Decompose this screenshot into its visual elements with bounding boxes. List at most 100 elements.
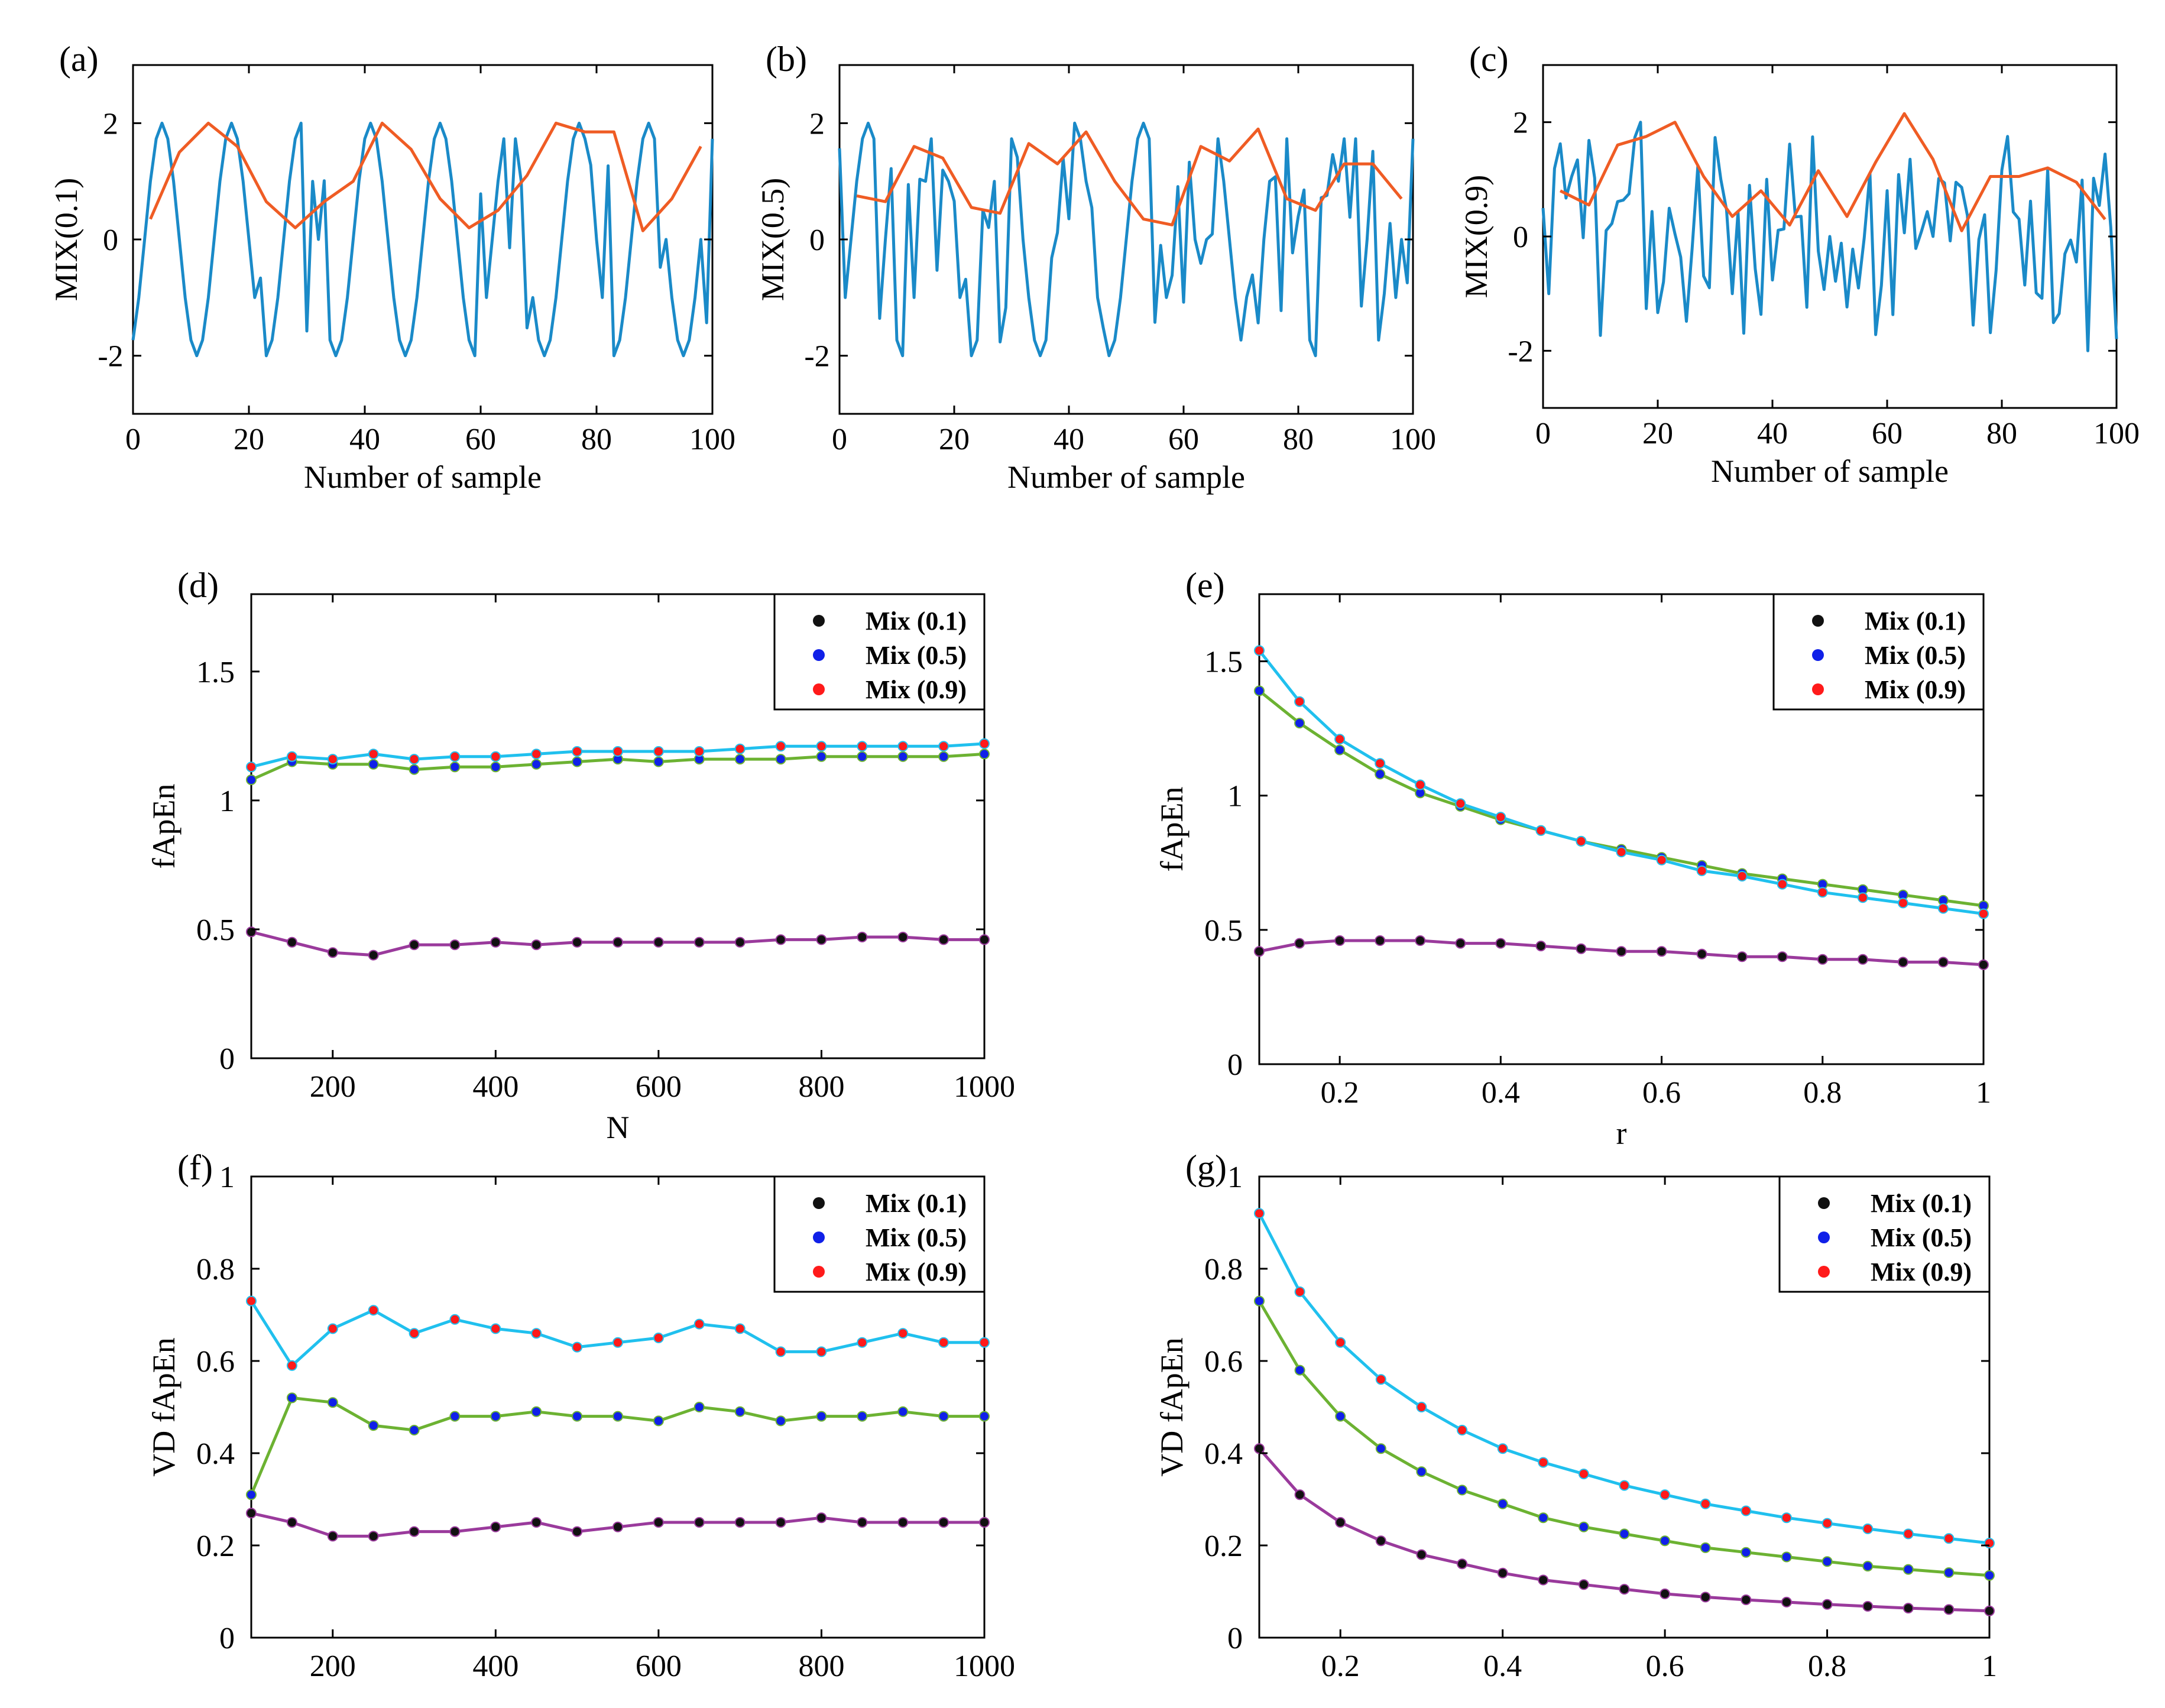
data-point-1 [1335, 1517, 1346, 1528]
panel-label: (d) [177, 566, 219, 605]
data-point-1 [327, 1531, 338, 1542]
data-point-3 [938, 741, 949, 752]
x-tick-label: 200 [310, 1649, 356, 1683]
legend: Mix (0.1) Mix (0.5) Mix (0.9) [1772, 593, 1985, 711]
x-tick-label: 100 [2093, 417, 2140, 451]
data-point-2 [409, 1425, 420, 1435]
y-tick-label: -2 [804, 340, 829, 374]
y-tick-label: 0 [1227, 1048, 1243, 1082]
data-point-1 [1375, 1535, 1386, 1547]
data-point-2 [1335, 1411, 1346, 1422]
panel-a: 0 20 40 60 80 100 -2 0 2 Number of sample MIX(0.1)… [48, 40, 735, 495]
data-point-2 [572, 1411, 583, 1422]
legend-entry-3: Mix (0.9) [866, 1257, 967, 1286]
x-axis-label: N [607, 1110, 630, 1145]
data-point-2 [1903, 1564, 1914, 1575]
data-point-2 [775, 754, 786, 765]
data-point-2 [1984, 1570, 1995, 1581]
panel-label: (f) [177, 1148, 213, 1187]
data-point-2 [531, 759, 542, 770]
x-tick-label: 800 [798, 1649, 844, 1683]
data-point-3 [938, 1337, 949, 1348]
y-tick-label: 1 [1227, 1161, 1243, 1194]
x-tick-label: 0 [832, 423, 847, 456]
x-tick-label: 0 [1535, 417, 1551, 451]
data-point-1 [1937, 957, 1949, 968]
y-tick-label: 2 [809, 107, 825, 141]
x-tick-label: 600 [636, 1070, 682, 1104]
data-point-1 [857, 1517, 868, 1528]
data-point-3 [1817, 887, 1828, 898]
data-point-2 [775, 1415, 786, 1427]
data-point-1 [286, 936, 297, 948]
data-point-2 [857, 1411, 868, 1422]
x-tick-label: 0.8 [1803, 1076, 1842, 1110]
data-point-1 [653, 1517, 664, 1528]
data-point-1 [1741, 1594, 1752, 1605]
y-tick-label: 0 [219, 1622, 235, 1655]
legend-entry-2: Mix (0.5) [1865, 641, 1966, 670]
data-point-3 [979, 738, 990, 749]
x-tick-label: 600 [636, 1649, 682, 1683]
data-point-1 [1455, 938, 1466, 949]
data-point-1 [1984, 1605, 1995, 1616]
x-tick-label: 0 [125, 423, 141, 456]
x-axis-label: Number of sample [304, 459, 542, 495]
data-point-1 [1862, 1601, 1874, 1612]
data-point-1 [572, 1526, 583, 1537]
data-point-3 [490, 751, 501, 762]
data-point-3 [531, 1328, 542, 1339]
y-tick-label: 0.2 [1204, 1529, 1243, 1563]
data-point-2 [1943, 1567, 1955, 1578]
y-tick-label: 1.5 [196, 656, 235, 689]
data-point-1 [368, 949, 379, 961]
data-point-2 [897, 1406, 909, 1417]
data-point-2 [816, 1411, 827, 1422]
data-point-3 [1375, 1374, 1386, 1385]
data-point-1 [1497, 1567, 1508, 1579]
legend-entry-3: Mix (0.9) [1865, 675, 1966, 704]
y-tick-label: 2 [1513, 106, 1528, 140]
legend-marker-1 [1812, 615, 1824, 627]
data-point-1 [572, 936, 583, 948]
data-point-2 [1457, 1485, 1468, 1496]
data-point-1 [1777, 951, 1788, 962]
x-tick-label: 40 [1757, 417, 1788, 451]
x-tick-label: 0.6 [1646, 1649, 1684, 1683]
data-point-3 [1897, 897, 1908, 909]
x-tick-label: 1000 [954, 1070, 1015, 1104]
data-point-3 [1254, 1208, 1265, 1219]
data-point-1 [449, 1526, 461, 1537]
data-point-1 [1736, 951, 1748, 962]
data-point-2 [1375, 1443, 1386, 1454]
legend-entry-1: Mix (0.1) [1865, 607, 1966, 636]
data-point-3 [1576, 835, 1587, 847]
legend-box [773, 1175, 986, 1293]
x-tick-label: 20 [1642, 417, 1673, 451]
x-tick-label: 400 [472, 1070, 518, 1104]
legend-marker-2 [813, 1231, 825, 1243]
data-point-2 [1254, 685, 1265, 696]
data-point-1 [1817, 954, 1828, 965]
y-tick-label: 0.2 [196, 1529, 235, 1563]
data-point-1 [1619, 1584, 1630, 1595]
data-point-2 [246, 1489, 257, 1500]
data-point-2 [1660, 1535, 1671, 1547]
data-point-3 [897, 741, 909, 752]
data-point-3 [1335, 1337, 1346, 1348]
axes-frame [250, 593, 986, 1059]
x-tick-label: 0.2 [1321, 1076, 1359, 1110]
data-point-3 [1616, 847, 1627, 858]
y-axis-label: MIX(0.5) [755, 178, 790, 301]
data-point-3 [857, 1337, 868, 1348]
mix-signal-line [1541, 121, 2118, 352]
data-point-3 [897, 1328, 909, 1339]
data-point-3 [1777, 879, 1788, 890]
y-tick-label: -2 [98, 340, 123, 374]
data-point-1 [612, 1521, 623, 1532]
data-point-3 [368, 1305, 379, 1316]
data-point-3 [1903, 1528, 1914, 1540]
data-point-1 [327, 947, 338, 958]
data-point-1 [1254, 946, 1265, 957]
